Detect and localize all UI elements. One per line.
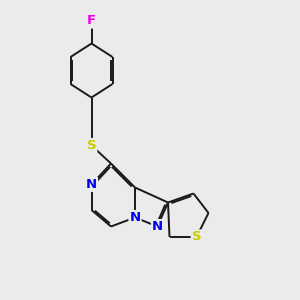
Text: S: S — [87, 139, 96, 152]
Text: N: N — [86, 178, 97, 191]
Text: F: F — [87, 14, 96, 28]
Text: N: N — [152, 220, 163, 233]
Text: S: S — [192, 230, 201, 244]
Text: N: N — [129, 211, 141, 224]
